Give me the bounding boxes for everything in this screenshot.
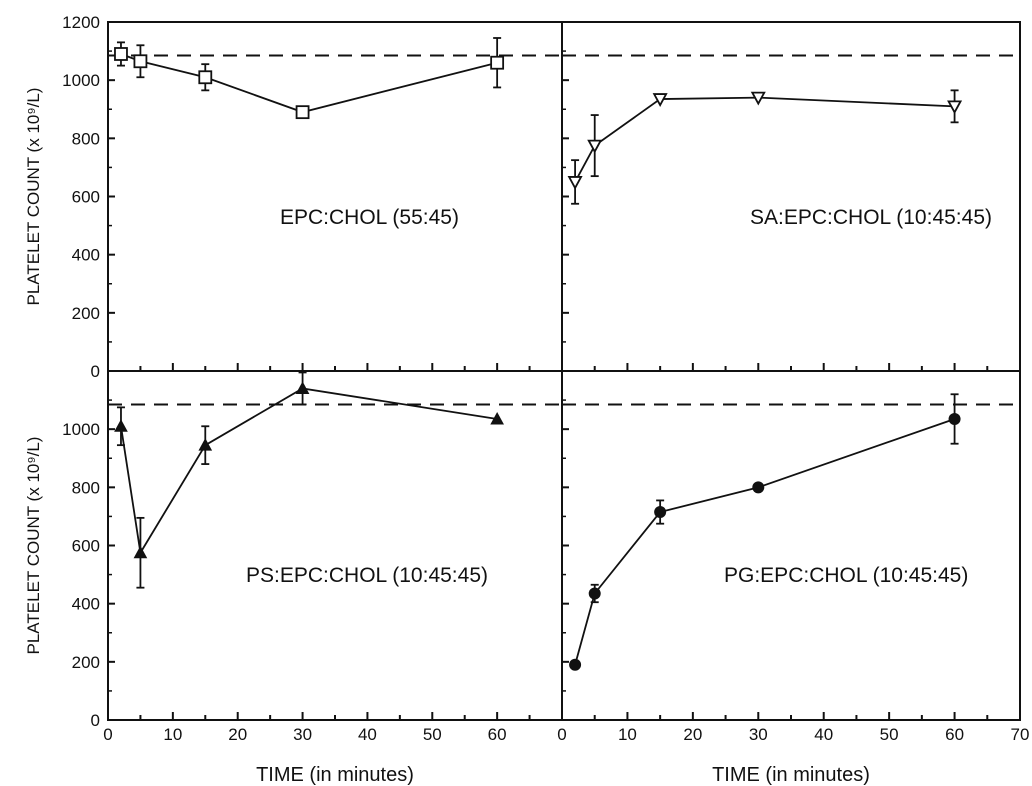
x-tick-label-left: 10 — [163, 725, 182, 744]
data-point-square — [114, 47, 128, 61]
panel-bottom-right: PG:EPC:CHOL (10:45:45) TIME (in minutes) — [562, 393, 1020, 786]
panel-bottom-left: PS:EPC:CHOL (10:45:45) TIME (in minutes) P… — [24, 371, 562, 786]
data-point-triangle — [114, 419, 128, 432]
y-axis-title: PLATELET COUNT (x 10⁹/L) — [24, 88, 43, 306]
y-tick-label-top: 400 — [72, 246, 100, 265]
x-tick-label-right: 50 — [880, 725, 899, 744]
x-tick-label-right: 70 — [1011, 725, 1030, 744]
data-point-triangle — [198, 438, 213, 451]
y-tick-label-top: 0 — [91, 362, 100, 381]
y-tick-label-bottom: 600 — [72, 537, 100, 556]
x-tick-label-left: 60 — [488, 725, 507, 744]
data-point-triangle-down — [587, 139, 603, 154]
x-tick-label-left: 50 — [423, 725, 442, 744]
y-tick-label-bottom: 800 — [72, 478, 100, 497]
data-point-circle — [588, 587, 601, 600]
y-tick-label-top: 200 — [72, 304, 100, 323]
data-point-square — [133, 54, 148, 69]
x-tick-label-right: 60 — [945, 725, 964, 744]
x-tick-label-right: 10 — [618, 725, 637, 744]
data-point-triangle — [490, 411, 504, 425]
y-tick-label-top: 1200 — [62, 13, 100, 32]
x-tick-label-right: 30 — [749, 725, 768, 744]
y-tick-label-bottom: 0 — [91, 711, 100, 730]
x-tick-label-right: 20 — [683, 725, 702, 744]
y-tick-label-bottom: 400 — [72, 595, 100, 614]
data-point-circle — [569, 658, 582, 671]
data-point-triangle — [295, 381, 310, 394]
x-axis-title: TIME (in minutes) — [712, 764, 870, 786]
x-tick-label-left: 40 — [358, 725, 377, 744]
data-point-triangle-down — [750, 91, 766, 106]
panel-label: SA:EPC:CHOL (10:45:45) — [750, 206, 992, 229]
data-point-square — [198, 70, 213, 85]
x-tick-label-right: 0 — [557, 725, 566, 744]
data-point-square — [490, 55, 505, 70]
y-tick-label-top: 1000 — [62, 71, 100, 90]
x-tick-label-left: 30 — [293, 725, 312, 744]
x-tick-label-left: 0 — [103, 725, 112, 744]
y-tick-label-bottom: 1000 — [62, 420, 100, 439]
panel-label: PS:EPC:CHOL (10:45:45) — [246, 564, 488, 587]
data-point-circle — [948, 412, 961, 425]
y-tick-label-top: 600 — [72, 188, 100, 207]
panel-label: PG:EPC:CHOL (10:45:45) — [724, 564, 968, 587]
x-axis-title: TIME (in minutes) — [256, 764, 414, 786]
data-point-triangle-down — [652, 93, 668, 107]
panel-label: EPC:CHOL (55:45) — [280, 206, 459, 229]
y-tick-label-top: 800 — [72, 129, 100, 148]
data-point-square — [295, 105, 310, 120]
data-point-triangle-down — [947, 100, 963, 115]
data-point-triangle-down — [567, 176, 583, 190]
series-line — [574, 418, 955, 665]
series-line — [120, 387, 498, 556]
y-tick-label-bottom: 200 — [72, 653, 100, 672]
data-point-triangle — [133, 545, 148, 559]
x-tick-label-left: 20 — [228, 725, 247, 744]
y-axis-title: PLATELET COUNT (x 10⁹/L) — [24, 437, 43, 655]
panel-top-right: SA:EPC:CHOL (10:45:45) — [562, 54, 1020, 229]
data-point-circle — [752, 481, 765, 494]
series-line — [574, 96, 955, 183]
series-line — [120, 53, 498, 114]
x-tick-label-right: 40 — [814, 725, 833, 744]
panel-top-left: EPC:CHOL (55:45) PLATELET COUNT (x 10⁹/L) — [24, 37, 562, 306]
data-point-circle — [654, 506, 667, 519]
